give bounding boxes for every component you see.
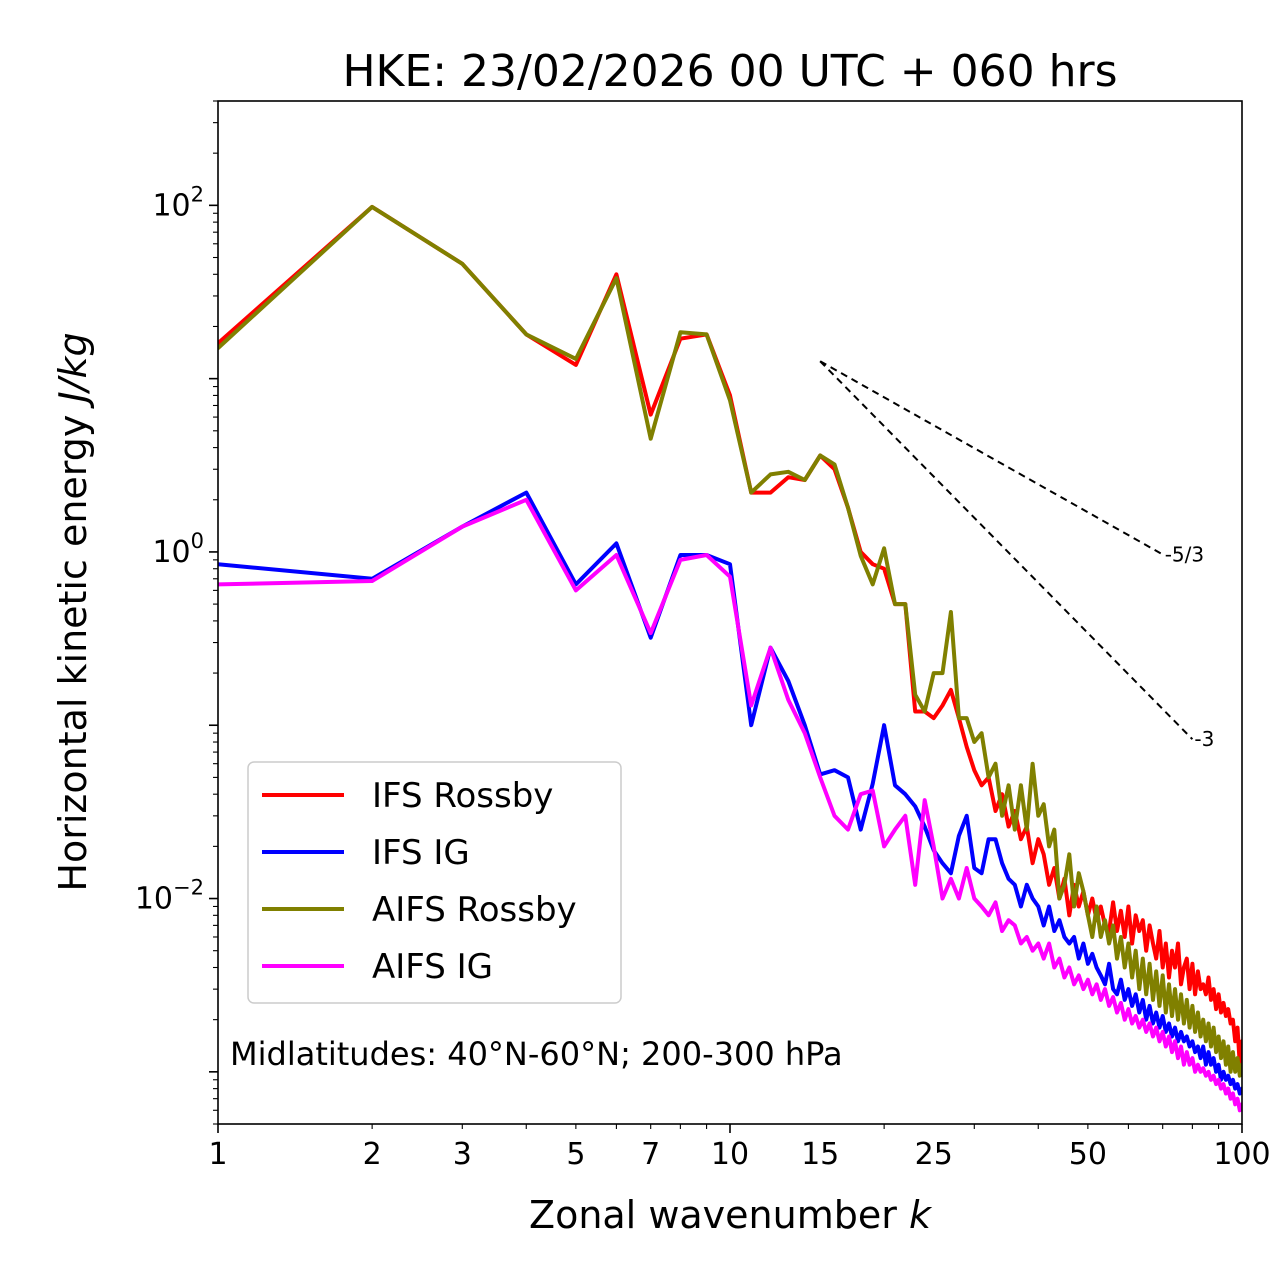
chart-title: HKE: 23/02/2026 00 UTC + 060 hrs — [342, 46, 1117, 97]
series-line-aifs-ig — [218, 497, 1242, 1113]
reference-slope-label-1: -5/3 — [1165, 542, 1204, 566]
reference-slope-label-2: -3 — [1194, 727, 1214, 751]
x-axis-label: Zonal wavenumber — [529, 1193, 897, 1237]
series-line-aifs-rossby — [218, 204, 1242, 1078]
legend-label-ifs-rossby: IFS Rossby — [372, 776, 553, 816]
x-tick-label-7: 7 — [641, 1137, 660, 1172]
region-annotation: Midlatitudes: 40°N-60°N; 200-300 hPa — [230, 1035, 843, 1073]
y-axis-title: Horizontal kinetic energy J/kg — [51, 332, 95, 891]
legend: IFS Rossby IFS IG AIFS Rossby AIFS IG — [247, 761, 622, 1004]
x-axis-ticks: 1 2 3 5 7 10 15 25 50 100 — [208, 1124, 1271, 1172]
y-axis-label: Horizontal kinetic energy — [51, 415, 95, 892]
series-line-ifs-ig — [218, 490, 1242, 1096]
y-axis-ticks: 102 100 10−2 — [135, 100, 218, 1125]
x-axis-title: Zonal wavenumber k — [529, 1193, 933, 1237]
x-tick-label-10: 10 — [711, 1137, 749, 1172]
y-tick-label-2: 100 — [152, 529, 204, 570]
legend-label-aifs-ig: AIFS IG — [372, 947, 493, 987]
x-tick-label-5: 5 — [566, 1137, 585, 1172]
reference-slope-line-2 — [819, 360, 1194, 740]
series-layer — [218, 204, 1242, 1113]
x-tick-label-50: 50 — [1069, 1137, 1107, 1172]
x-tick-label-1: 1 — [208, 1137, 227, 1172]
y-axis-unit: J/kg — [51, 332, 95, 409]
reference-slope-layer: -5/3 -3 — [819, 360, 1214, 751]
reference-slope-line-1 — [819, 360, 1164, 556]
legend-label-ifs-ig: IFS IG — [372, 833, 470, 873]
y-tick-label-3: 10−2 — [135, 876, 204, 917]
x-tick-label-3: 3 — [453, 1137, 472, 1172]
legend-box — [247, 761, 622, 1004]
x-tick-label-100: 100 — [1213, 1137, 1270, 1172]
x-axis-variable: k — [909, 1193, 933, 1237]
x-tick-label-2: 2 — [363, 1137, 382, 1172]
y-tick-label-1: 102 — [152, 182, 204, 223]
x-tick-label-15: 15 — [801, 1137, 839, 1172]
legend-label-aifs-rossby: AIFS Rossby — [372, 890, 577, 930]
x-tick-label-25: 25 — [915, 1137, 953, 1172]
